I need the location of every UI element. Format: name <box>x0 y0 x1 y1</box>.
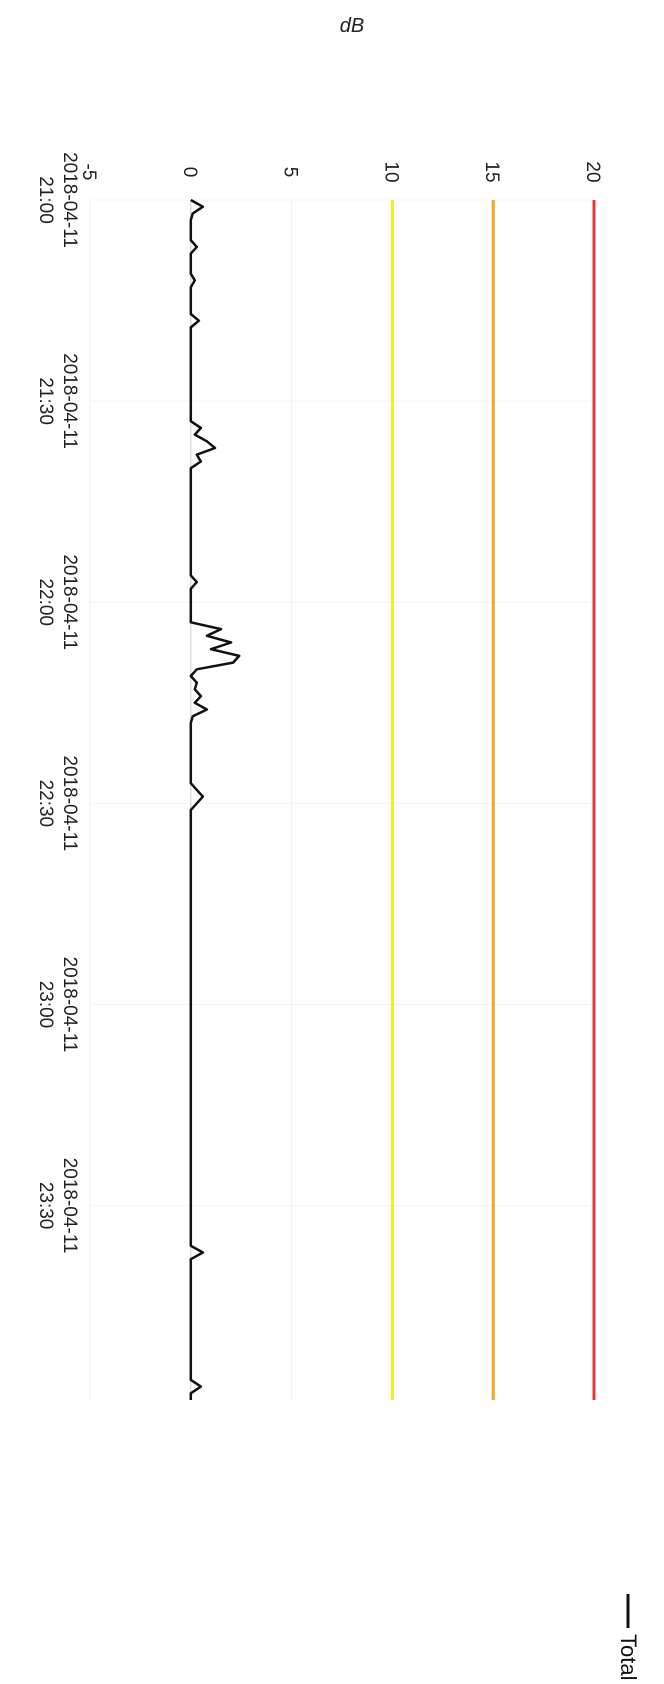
y-tick-label--5: -5 <box>78 164 99 181</box>
y-tick-labels: -5 0 5 10 15 20 <box>78 161 603 182</box>
y-tick-label-10: 10 <box>380 161 401 182</box>
x-tick-time-0: 21:00 <box>35 176 56 224</box>
x-tick-time-1: 21:30 <box>35 377 56 425</box>
series-line-total <box>189 198 241 1400</box>
threshold-lines <box>390 200 596 1400</box>
y-tick-label-0: 0 <box>179 167 200 178</box>
x-tick-time-4: 23:00 <box>35 981 56 1029</box>
y-tick-label-15: 15 <box>481 161 502 182</box>
x-tick-date-2: 2018-04-11 <box>59 554 80 650</box>
x-tick-date-3: 2018-04-11 <box>59 755 80 851</box>
legend-label-total: Total <box>616 1634 641 1680</box>
x-tick-date-4: 2018-04-11 <box>59 957 80 1053</box>
x-tick-time-2: 22:00 <box>35 578 56 626</box>
x-tick-labels: 2018-04-1121:002018-04-1121:302018-04-11… <box>35 152 80 1253</box>
x-tick-date-0: 2018-04-11 <box>59 152 80 248</box>
y-axis-label: dB <box>340 15 364 37</box>
series-layer <box>189 198 241 1400</box>
legend: Total <box>616 1594 641 1680</box>
x-tick-date-5: 2018-04-11 <box>59 1158 80 1254</box>
x-tick-date-1: 2018-04-11 <box>59 353 80 449</box>
x-tick-time-3: 22:30 <box>35 780 56 828</box>
grid-layer <box>89 199 595 1400</box>
chart-rotated-group: -5 0 5 10 15 20 2018-04-1121:002018-04-1121:3… <box>35 15 641 1680</box>
y-tick-label-20: 20 <box>582 161 603 182</box>
x-tick-time-5: 23:30 <box>35 1182 56 1230</box>
y-tick-label-5: 5 <box>280 167 301 178</box>
